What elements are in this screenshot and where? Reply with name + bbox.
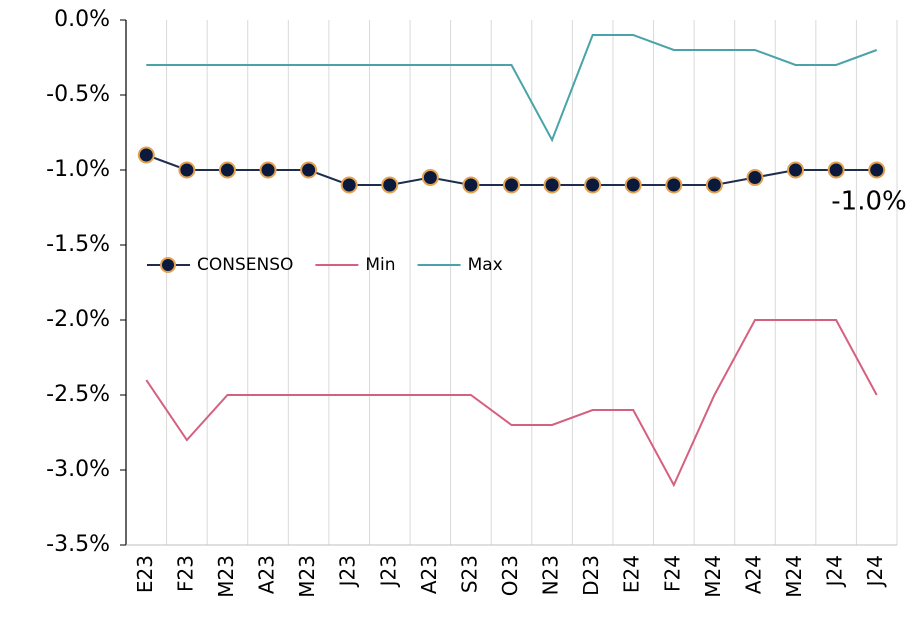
marker [665, 176, 683, 194]
y-tick-label: -0.5% [46, 82, 110, 107]
x-tick-label: A23 [417, 555, 441, 594]
marker [705, 176, 723, 194]
x-tick-label: O23 [498, 555, 522, 596]
marker [421, 169, 439, 186]
marker [462, 176, 480, 194]
marker [543, 176, 561, 194]
legend-label: CONSENSO [197, 255, 293, 275]
marker [624, 176, 642, 194]
marker [827, 161, 845, 179]
legend-label: Min [365, 255, 395, 275]
marker [218, 161, 236, 179]
x-tick-label: A23 [255, 555, 279, 594]
x-tick-label: J23 [336, 555, 360, 588]
series-line [145, 319, 878, 488]
marker [340, 176, 358, 194]
marker [746, 169, 764, 186]
x-tick-label: M23 [295, 555, 319, 598]
x-tick-label: J23 [376, 555, 400, 588]
y-tick-label: -2.0% [46, 307, 110, 332]
x-tick-label: F23 [173, 555, 197, 592]
x-tick-label: F24 [660, 555, 684, 592]
legend-marker [160, 257, 176, 273]
marker [584, 176, 602, 194]
marker [503, 176, 520, 194]
legend-label: Max [468, 255, 503, 275]
marker [178, 161, 196, 179]
y-tick-label: -3.0% [46, 457, 110, 482]
marker [868, 161, 886, 179]
y-tick-label: -1.5% [46, 232, 110, 257]
x-tick-label: M23 [214, 555, 238, 598]
x-tick-label: M24 [782, 555, 806, 598]
x-tick-label: E24 [620, 555, 644, 593]
y-tick-label: -3.5% [46, 532, 110, 557]
marker [137, 146, 155, 164]
x-tick-label: A24 [741, 555, 765, 594]
y-tick-label: -2.5% [46, 382, 110, 407]
x-tick-label: D23 [579, 555, 603, 596]
x-tick-label: M24 [701, 555, 725, 598]
x-tick-label: J24 [863, 555, 887, 588]
marker [300, 161, 318, 179]
marker [259, 161, 277, 179]
data-label: -1.0% [831, 187, 906, 217]
x-tick-label: J24 [823, 555, 847, 588]
x-tick-label: N23 [539, 555, 563, 595]
marker [787, 161, 805, 179]
x-tick-label: S23 [457, 555, 481, 593]
y-tick-label: 0.0% [54, 7, 110, 32]
marker [381, 176, 399, 194]
series-line [146, 34, 878, 143]
x-tick-label: E23 [133, 555, 157, 593]
y-tick-label: -1.0% [46, 157, 110, 182]
